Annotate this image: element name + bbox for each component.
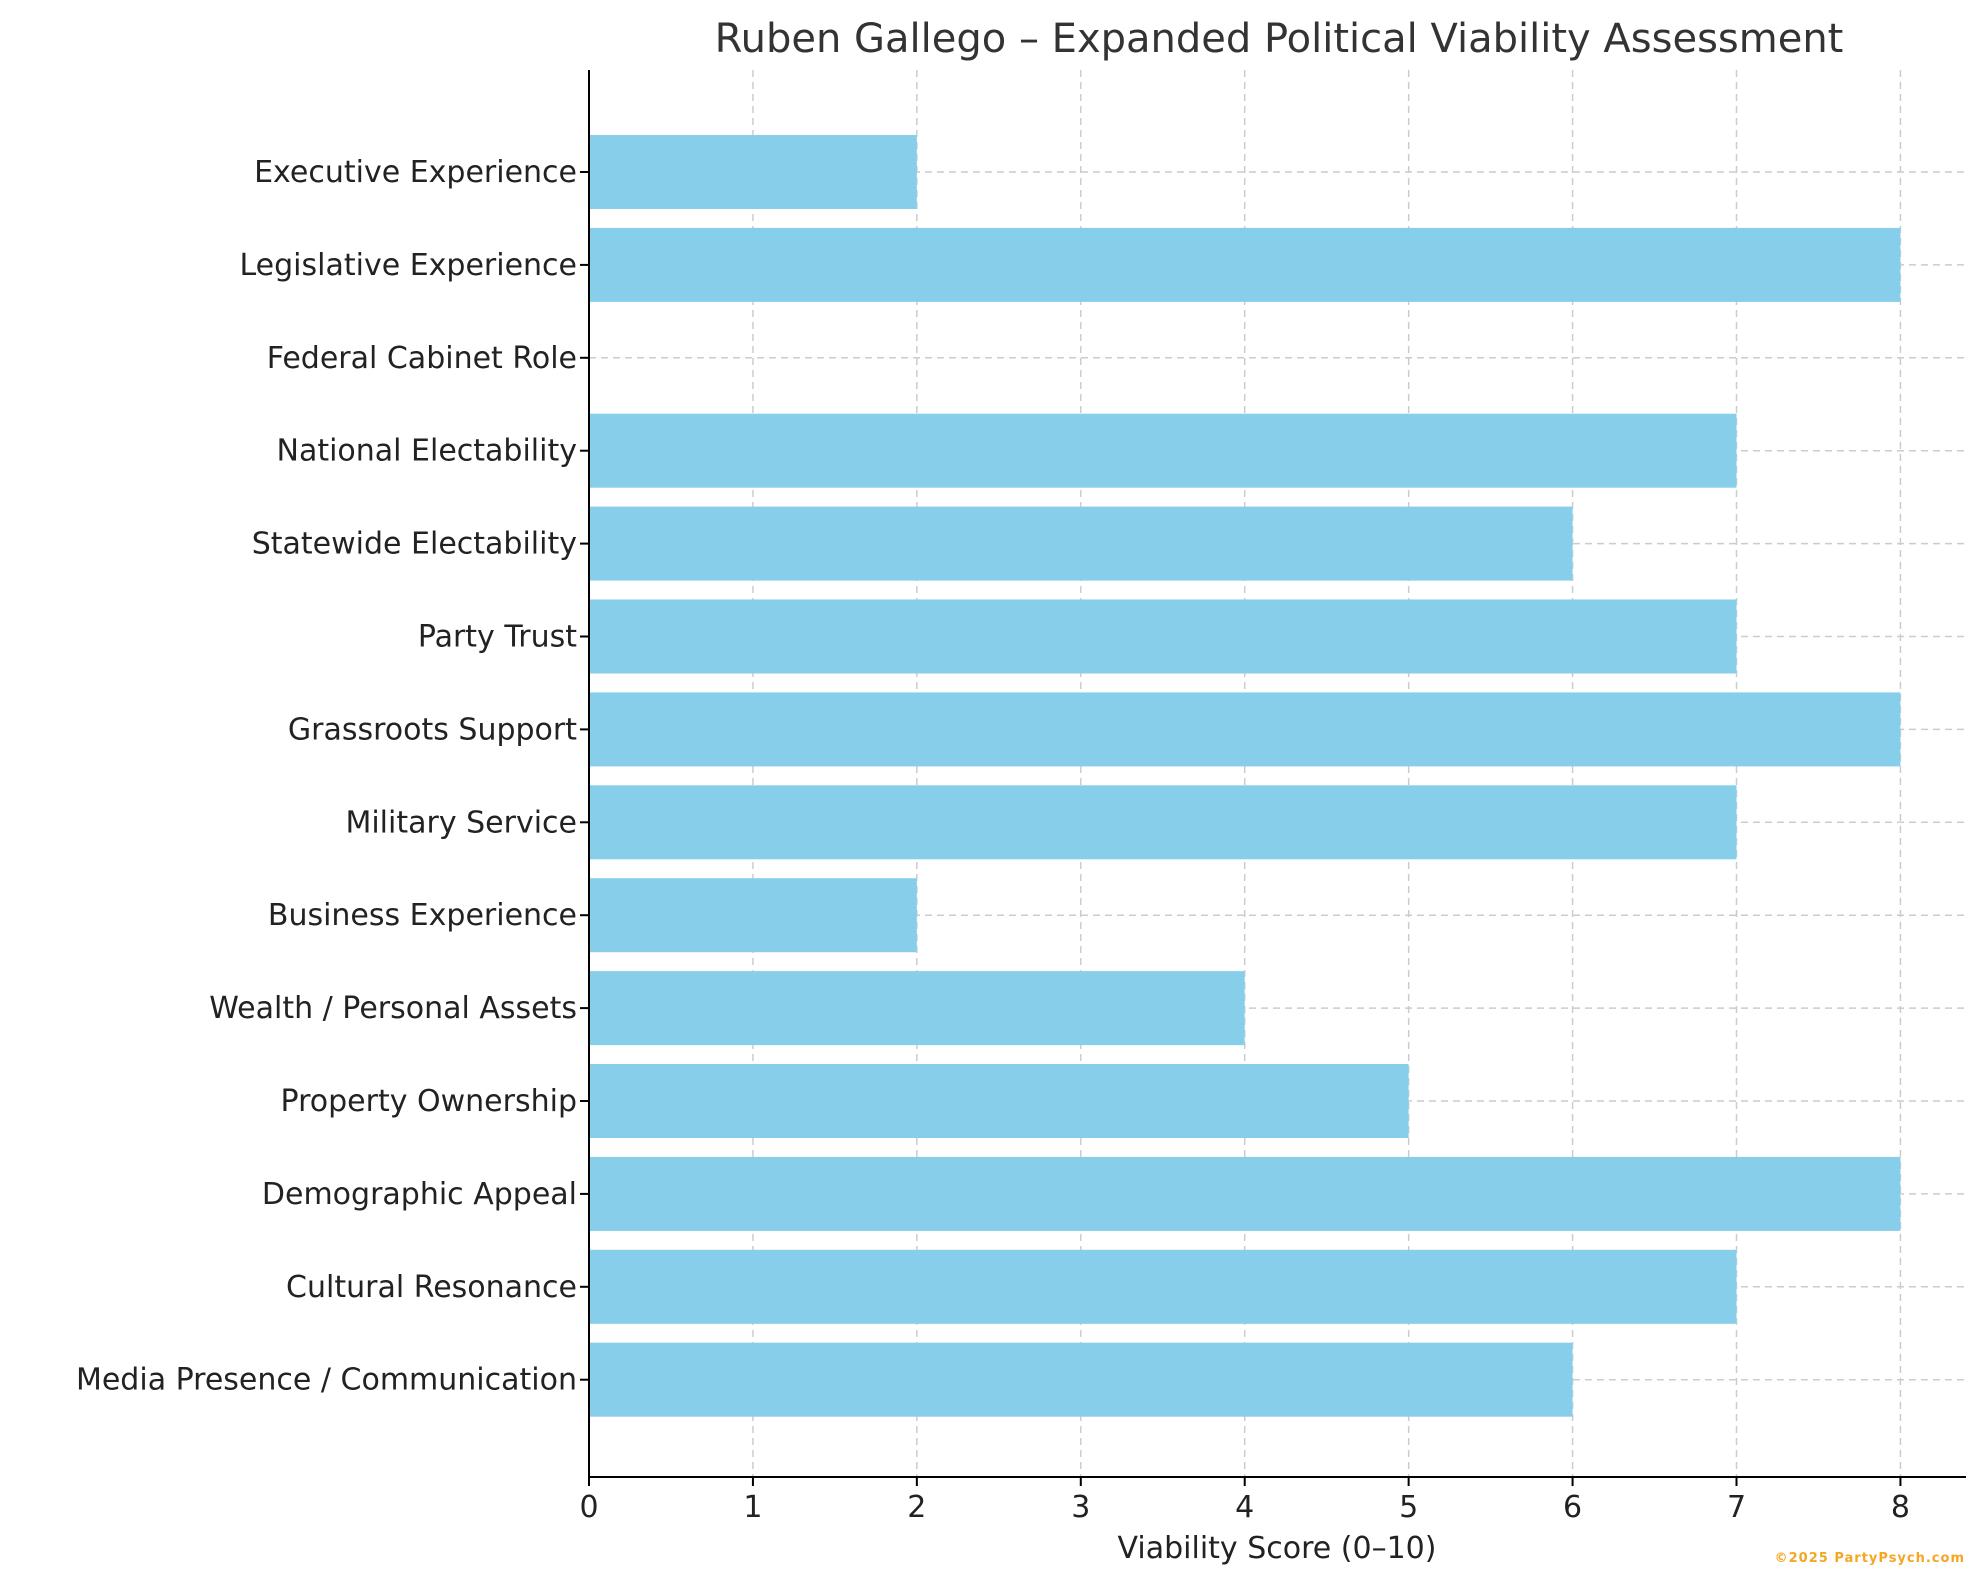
bar	[589, 971, 1245, 1046]
bar	[589, 1249, 1737, 1324]
y-tick-label: Legislative Experience	[239, 248, 577, 283]
bar	[589, 227, 1901, 302]
bar	[589, 413, 1737, 488]
y-tick-label: Party Trust	[418, 620, 577, 655]
y-tick-label: National Electability	[277, 434, 578, 469]
bar	[589, 135, 917, 209]
ticks: 0 1 2 3 4 5 6 7 8 Executive Experience Legislative…	[76, 155, 1910, 1525]
y-tick-label: Business Experience	[268, 898, 577, 933]
y-tick-label: Military Service	[345, 805, 577, 840]
bar	[589, 1156, 1901, 1231]
copyright-watermark: ©2025 PartyPsych.com	[1774, 1551, 1965, 1566]
y-tick-label: Cultural Resonance	[286, 1270, 577, 1305]
y-tick-label: Federal Cabinet Role	[267, 341, 577, 376]
bar	[589, 1064, 1409, 1138]
chart-title: Ruben Gallego – Expanded Political Viabi…	[715, 16, 1844, 62]
x-tick-label: 1	[743, 1490, 762, 1525]
y-tick-label: Grassroots Support	[288, 712, 577, 747]
y-tick-label: Property Ownership	[281, 1084, 577, 1119]
bar	[589, 1342, 1573, 1417]
x-axis-label: Viability Score (0–10)	[1118, 1531, 1437, 1566]
x-tick-label: 4	[1235, 1490, 1254, 1525]
y-tick-label: Demographic Appeal	[262, 1177, 577, 1212]
x-tick-label: 8	[1891, 1490, 1910, 1525]
bar	[589, 785, 1737, 860]
bar	[589, 878, 917, 953]
x-tick-label: 0	[579, 1490, 598, 1525]
y-tick-label: Wealth / Personal Assets	[209, 991, 577, 1026]
bar	[589, 692, 1901, 767]
x-tick-label: 6	[1563, 1490, 1582, 1525]
x-tick-label: 7	[1727, 1490, 1746, 1525]
y-tick-label: Media Presence / Communication	[76, 1363, 577, 1398]
x-tick-label: 5	[1399, 1490, 1418, 1525]
x-tick-label: 3	[1071, 1490, 1090, 1525]
bars	[589, 135, 1901, 1417]
bar	[589, 506, 1573, 581]
y-tick-label: Statewide Electability	[252, 527, 577, 562]
x-tick-label: 2	[907, 1490, 926, 1525]
y-tick-label: Executive Experience	[254, 155, 577, 190]
bar	[589, 599, 1737, 674]
